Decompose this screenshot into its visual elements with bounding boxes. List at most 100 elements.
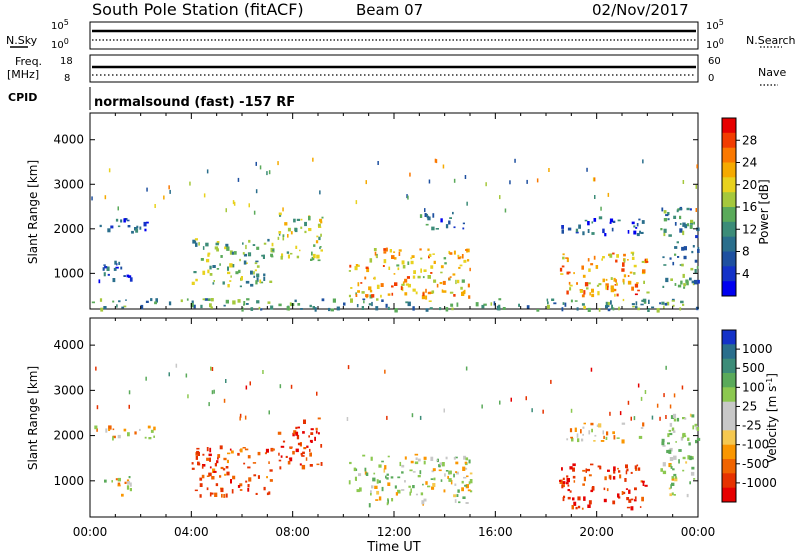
data-cell (678, 449, 682, 452)
data-cell (103, 272, 106, 277)
data-cell (210, 306, 213, 309)
data-cell (551, 298, 555, 301)
data-cell (637, 383, 640, 388)
data-cell (677, 256, 680, 258)
data-cell (442, 290, 447, 293)
data-cell (497, 307, 501, 311)
data-cell (681, 246, 685, 251)
data-cell (621, 439, 625, 444)
colorbar-segment (722, 118, 736, 134)
data-cell (445, 470, 449, 472)
data-cell (374, 251, 377, 256)
data-cell (638, 435, 643, 439)
data-cell (567, 484, 570, 487)
data-cell (378, 480, 381, 484)
data-cell (312, 157, 314, 162)
data-cell (229, 263, 233, 268)
data-cell (587, 229, 590, 233)
nsearch-label: N.Search (746, 34, 796, 47)
data-cell (230, 450, 234, 454)
data-cell (410, 488, 412, 493)
data-cell (644, 258, 647, 261)
data-cell (692, 425, 695, 430)
data-cell (191, 462, 194, 465)
data-cell (637, 467, 641, 471)
velocity-yticks: 1000 2000 3000 4000 (53, 338, 698, 488)
data-cell (300, 308, 303, 310)
data-cell (429, 307, 433, 310)
data-cell (427, 216, 431, 221)
data-cell (278, 231, 282, 234)
data-cell (625, 470, 628, 475)
data-cell (493, 301, 496, 306)
data-cell (621, 268, 625, 272)
data-cell (633, 230, 637, 235)
data-cell (671, 427, 675, 431)
data-cell (612, 220, 616, 223)
data-cell (108, 229, 110, 232)
data-cell (398, 249, 402, 252)
data-cell (618, 470, 621, 473)
data-cell (106, 266, 110, 271)
data-cell (209, 303, 212, 308)
data-cell (194, 240, 197, 244)
data-cell (233, 251, 237, 255)
data-cell (215, 483, 219, 487)
data-cell (421, 500, 425, 505)
data-cell (247, 484, 250, 488)
data-cell (690, 471, 695, 476)
data-cell (407, 195, 409, 200)
data-cell (616, 293, 619, 297)
data-cell (148, 437, 152, 440)
data-cell (237, 177, 240, 182)
data-cell (462, 222, 465, 225)
data-cell (376, 298, 379, 301)
data-cell (243, 462, 246, 465)
power-panel: 1000 2000 3000 4000 Slant Range [km] (26, 112, 700, 313)
data-cell (216, 241, 220, 244)
data-cell (195, 278, 198, 282)
data-cell (564, 302, 567, 307)
data-cell (616, 437, 620, 439)
data-cell (296, 255, 300, 259)
data-cell (368, 503, 371, 508)
data-cell (108, 428, 111, 431)
data-cell (439, 462, 443, 466)
data-cell (231, 489, 234, 494)
data-cell (425, 213, 428, 217)
data-cell (635, 227, 638, 229)
data-cell (332, 298, 336, 303)
data-cell (411, 255, 415, 258)
data-cell (285, 455, 288, 458)
data-cell (319, 190, 321, 195)
data-cell (664, 302, 668, 306)
data-cell (455, 471, 459, 475)
data-cell (588, 474, 592, 477)
data-cell (669, 404, 672, 409)
data-cell (330, 308, 334, 312)
data-cell (401, 260, 405, 265)
colorbar-tick-label: -1000 (742, 476, 777, 490)
data-cell (670, 484, 672, 489)
data-cell (581, 507, 584, 510)
data-cell (673, 455, 677, 460)
data-cell (362, 298, 366, 301)
data-cell (596, 284, 600, 287)
data-cell (575, 231, 579, 234)
data-cell (612, 476, 616, 480)
data-cell (209, 265, 212, 270)
data-cell (634, 496, 637, 499)
data-cell (671, 300, 675, 302)
data-cell (112, 436, 114, 441)
data-cell (269, 479, 273, 482)
data-cell (469, 472, 473, 475)
data-cell (436, 283, 439, 288)
data-cell (120, 266, 123, 270)
data-cell (219, 445, 223, 450)
data-cell (226, 471, 230, 476)
data-cell (612, 500, 616, 505)
data-cell (599, 465, 602, 470)
data-cell (670, 466, 673, 469)
data-cell (117, 434, 121, 439)
data-cell (253, 271, 255, 275)
